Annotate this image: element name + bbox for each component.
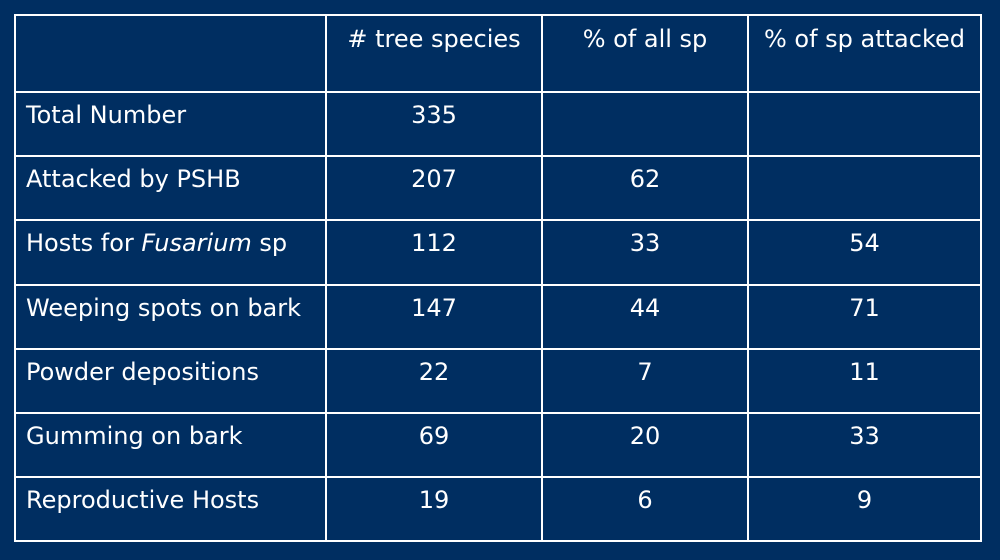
cell-percent-all: 7: [541, 347, 749, 415]
header-cell-empty: [16, 16, 327, 93]
row-label: Powder depositions: [16, 347, 327, 415]
row-label-italic: Fusarium: [141, 229, 252, 258]
row-label: Weeping spots on bark: [16, 283, 327, 350]
cell-percent-attacked: 54: [747, 219, 980, 286]
row-label-suffix: sp: [251, 229, 288, 258]
cell-percent-all: 44: [541, 283, 749, 350]
cell-tree-species: 207: [325, 155, 543, 222]
cell-tree-species: 335: [325, 90, 543, 158]
table-header-row: # tree species % of all sp % of sp attac…: [16, 16, 980, 93]
table-row: Gumming on bark 69 20 33: [16, 412, 980, 479]
cell-tree-species: 147: [325, 283, 543, 350]
row-label: Gumming on bark: [16, 412, 327, 479]
cell-percent-attacked: 11: [747, 347, 980, 415]
table-row: Hosts for Fusarium sp 112 33 54: [16, 219, 980, 286]
cell-percent-attacked: 71: [747, 283, 980, 350]
cell-tree-species: 69: [325, 412, 543, 479]
row-label: Reproductive Hosts: [16, 476, 327, 540]
cell-percent-all: 20: [541, 412, 749, 479]
header-cell-percent-all: % of all sp: [541, 16, 749, 93]
cell-percent-all: 6: [541, 476, 749, 540]
table-row: Reproductive Hosts 19 6 9: [16, 476, 980, 540]
cell-percent-attacked: [747, 90, 980, 158]
table: # tree species % of all sp % of sp attac…: [16, 16, 980, 540]
table-row: Attacked by PSHB 207 62: [16, 155, 980, 222]
table-row: Total Number 335: [16, 90, 980, 158]
table-row: Powder depositions 22 7 11: [16, 347, 980, 415]
cell-percent-all: 62: [541, 155, 749, 222]
cell-tree-species: 22: [325, 347, 543, 415]
header-cell-percent-attacked: % of sp attacked: [747, 16, 980, 93]
cell-tree-species: 112: [325, 219, 543, 286]
table-row: Weeping spots on bark 147 44 71: [16, 283, 980, 350]
cell-percent-all: 33: [541, 219, 749, 286]
cell-percent-attacked: [747, 155, 980, 222]
cell-tree-species: 19: [325, 476, 543, 540]
data-table: # tree species % of all sp % of sp attac…: [14, 14, 982, 542]
row-label: Attacked by PSHB: [16, 155, 327, 222]
row-label: Hosts for Fusarium sp: [16, 219, 327, 286]
header-cell-tree-species: # tree species: [325, 16, 543, 93]
cell-percent-attacked: 33: [747, 412, 980, 479]
cell-percent-all: [541, 90, 749, 158]
row-label: Total Number: [16, 90, 327, 158]
row-label-prefix: Hosts for: [26, 229, 142, 258]
cell-percent-attacked: 9: [747, 476, 980, 540]
